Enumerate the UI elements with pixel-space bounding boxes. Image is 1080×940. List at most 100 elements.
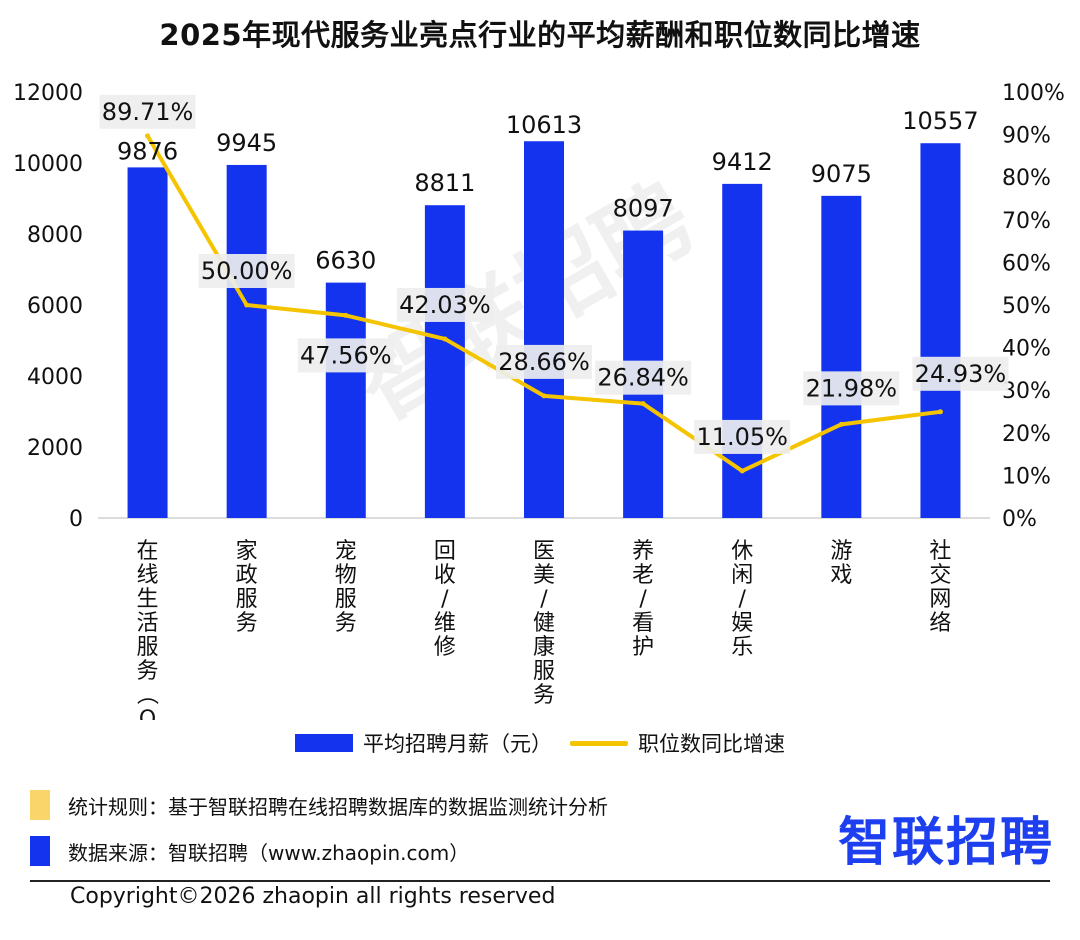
x-tick-label-char: 美 [533, 563, 555, 588]
bar-data-label: 9412 [712, 148, 773, 176]
x-tick-label-char: 务 [533, 683, 555, 708]
bar-salary [424, 205, 465, 518]
x-tick-label-char: 交 [929, 563, 951, 588]
line-data-label: 26.84% [597, 364, 689, 392]
y-right-tick-label: 0% [1002, 507, 1037, 532]
line-point-growth [343, 312, 349, 318]
x-tick-label-char: 线 [137, 563, 159, 588]
line-data-label: 47.56% [300, 341, 392, 369]
x-tick-label-char: 生 [137, 587, 159, 612]
bar-data-label: 8811 [414, 169, 475, 197]
blue-square-icon [30, 836, 50, 866]
bar-data-label: 10557 [902, 107, 978, 135]
x-tick-label-char: 服 [236, 587, 258, 612]
y-right-tick-label: 80% [1002, 166, 1051, 191]
line-data-label: 28.66% [498, 348, 590, 376]
x-tick-label-char: 务 [335, 611, 357, 636]
yellow-square-icon [30, 790, 50, 820]
chart-title: 2025年现代服务业亮点行业的平均薪酬和职位数同比增速 [159, 18, 921, 52]
x-tick-label-char: / [739, 587, 747, 612]
data-source-text: 数据来源：智联招聘（www.zhaopin.com） [68, 840, 470, 865]
bar-salary [524, 141, 564, 518]
line-point-growth [937, 409, 943, 415]
x-tick-label-char: 宠 [335, 539, 357, 564]
y-right-tick-label: 30% [1002, 379, 1051, 404]
zhaopin-logo: 智联招聘 [838, 813, 1055, 873]
y-left-tick-label: 2000 [27, 436, 83, 461]
line-label-box [912, 356, 1009, 391]
legend-item-growth: 职位数同比增速 [570, 728, 785, 758]
x-tick-label-char: O [139, 707, 156, 720]
x-tick-label-char: 老 [632, 563, 654, 588]
x-tick-label-char: 活 [137, 611, 159, 636]
x-tick-label-char: 服 [335, 587, 357, 612]
x-tick-label-char: / [639, 587, 647, 612]
line-data-label: 50.00% [201, 257, 293, 285]
x-tick-label-char: 在 [137, 539, 159, 564]
x-tick-label-char: 社 [929, 539, 951, 564]
line-data-label: 21.98% [806, 374, 898, 402]
x-tick-label-char: 看 [632, 611, 654, 636]
x-tick-label-char: 服 [533, 659, 555, 684]
y-left-tick-label: 12000 [13, 81, 83, 106]
x-tick-label-char: 络 [929, 611, 951, 636]
bar-salary [821, 195, 862, 518]
y-left-tick-label: 10000 [13, 152, 83, 177]
line-label-box [396, 287, 493, 322]
x-tick-label-char: 物 [335, 563, 357, 588]
x-tick-label-char: 康 [533, 635, 555, 660]
x-tick-label-char: 休 [731, 539, 753, 564]
bar-data-label: 9075 [811, 160, 872, 188]
bar-data-label: 10613 [506, 111, 582, 139]
y-left-tick-label: 8000 [27, 223, 83, 248]
line-label-box [496, 344, 592, 379]
legend-swatch-line [570, 740, 628, 746]
y-left-tick-label: 4000 [27, 365, 83, 390]
line-label-box [595, 360, 692, 395]
x-tick-label-char: 健 [533, 611, 555, 636]
line-point-growth [640, 401, 646, 407]
x-tick-label-char: 务 [137, 659, 159, 684]
line-label-box [297, 338, 394, 373]
bar-data-label: 9876 [117, 137, 178, 165]
y-right-tick-label: 10% [1002, 464, 1051, 489]
x-tick-label-char: 养 [632, 539, 654, 564]
y-right-tick-label: 20% [1002, 422, 1051, 447]
x-tick-label-char: 家 [236, 539, 258, 564]
bar-salary [722, 183, 763, 518]
line-point-growth [442, 336, 448, 342]
footer-divider [30, 880, 1050, 882]
y-right-tick-label: 90% [1002, 124, 1051, 149]
bar-salary [127, 167, 168, 519]
y-left-tick-label: 0 [69, 507, 83, 532]
chart-legend: 平均招聘月薪（元） 职位数同比增速 [0, 728, 1080, 758]
x-tick-label-char: 网 [929, 587, 951, 612]
line-data-label: 89.71% [102, 98, 194, 126]
line-point-growth [838, 421, 844, 427]
y-right-tick-label: 100% [1002, 81, 1065, 106]
y-right-tick-label: 50% [1002, 294, 1051, 319]
x-tick-label-char: 维 [434, 611, 456, 636]
copyright-text: Copyright©2026 zhaopin all rights reserv… [70, 884, 556, 909]
y-left-tick-label: 6000 [27, 294, 83, 319]
x-tick-label-char: 护 [632, 635, 654, 660]
line-label-box [198, 254, 295, 288]
x-tick-label-char: / [540, 587, 548, 612]
bar-salary [226, 164, 267, 518]
x-tick-label-char: （ [134, 683, 159, 705]
line-label-box [803, 371, 900, 406]
line-point-growth [739, 468, 745, 474]
legend-label-salary: 平均招聘月薪（元） [363, 732, 552, 756]
x-tick-label-char: 回 [434, 539, 456, 564]
legend-item-salary: 平均招聘月薪（元） [295, 728, 552, 758]
stat-rule-text: 统计规则：基于智联招聘在线招聘数据库的数据监测统计分析 [68, 794, 608, 819]
x-tick-label-char: 乐 [731, 635, 753, 660]
chart: 智联招聘 0200040006000800010000120000%10%20%… [13, 81, 1065, 720]
x-tick-label-char: 戏 [830, 563, 852, 588]
legend-label-growth: 职位数同比增速 [638, 732, 785, 756]
bar-salary [325, 282, 366, 518]
x-tick-label-char: 医 [533, 539, 555, 564]
x-tick-label-char: / [441, 587, 449, 612]
y-right-tick-label: 40% [1002, 337, 1051, 362]
stat-rule-note: 统计规则：基于智联招聘在线招聘数据库的数据监测统计分析 [30, 790, 608, 820]
